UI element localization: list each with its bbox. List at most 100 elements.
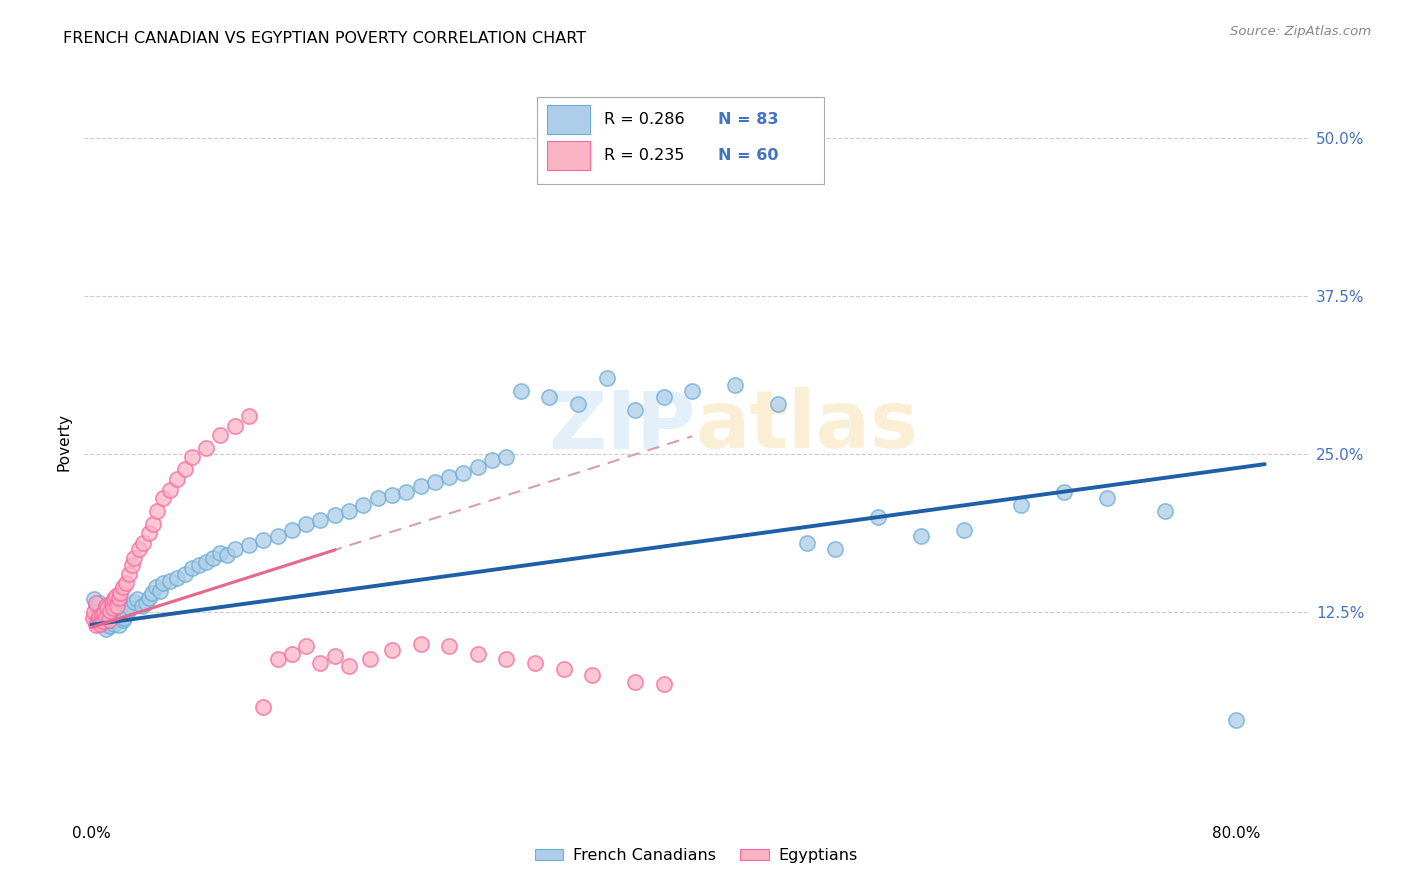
Text: N = 60: N = 60 (718, 148, 779, 163)
Point (467, 459, 489, 474)
Point (111, 613, 134, 627)
Point (166, 571, 188, 585)
Point (209, 428, 232, 442)
Point (1053, 485, 1076, 500)
Point (104, 589, 127, 603)
FancyBboxPatch shape (547, 141, 589, 170)
Point (110, 605, 132, 619)
Point (132, 535, 155, 549)
Point (238, 538, 260, 552)
Point (121, 558, 143, 573)
Point (96, 615, 118, 630)
Point (84, 596, 107, 610)
Point (1153, 504, 1175, 518)
Point (367, 491, 389, 506)
Point (138, 591, 160, 606)
Point (173, 567, 195, 582)
Point (83, 605, 105, 619)
Point (194, 441, 217, 455)
Point (481, 453, 503, 467)
Point (360, 652, 382, 666)
Point (295, 639, 318, 653)
Text: Source: ZipAtlas.com: Source: ZipAtlas.com (1230, 25, 1371, 38)
Point (180, 561, 202, 575)
Point (97, 613, 120, 627)
Point (495, 652, 517, 666)
Point (681, 384, 703, 398)
Point (82, 611, 104, 625)
Point (395, 485, 418, 500)
Text: N = 83: N = 83 (718, 112, 779, 127)
Point (98, 604, 121, 618)
Point (224, 419, 246, 434)
Point (323, 508, 346, 522)
Point (724, 377, 747, 392)
Point (423, 475, 446, 489)
Point (509, 384, 531, 398)
Point (796, 535, 818, 549)
Point (89, 605, 111, 619)
Point (159, 574, 181, 588)
Point (93, 614, 115, 628)
Point (94, 599, 117, 613)
Point (131, 599, 153, 613)
Point (187, 558, 209, 573)
Point (103, 616, 125, 631)
Point (595, 371, 617, 385)
Point (524, 656, 547, 670)
Point (84, 599, 107, 613)
Point (824, 541, 846, 556)
Point (437, 470, 460, 484)
Point (581, 668, 603, 682)
Point (194, 555, 217, 569)
Point (152, 491, 174, 506)
Point (624, 403, 647, 417)
Point (1225, 713, 1247, 727)
Point (142, 516, 165, 531)
Point (281, 647, 304, 661)
Point (90, 607, 112, 622)
Point (910, 529, 932, 543)
Point (337, 659, 360, 673)
Point (100, 595, 122, 609)
Point (115, 576, 138, 591)
Point (94, 622, 117, 636)
Point (953, 523, 976, 537)
Point (437, 639, 460, 653)
Point (117, 607, 139, 621)
Legend: French Canadians, Egyptians: French Canadians, Egyptians (529, 842, 863, 870)
Point (224, 541, 246, 556)
Point (104, 613, 127, 627)
Point (652, 390, 675, 404)
Point (141, 586, 163, 600)
Point (97, 613, 120, 627)
Point (180, 450, 202, 464)
Point (266, 652, 288, 666)
Point (252, 533, 274, 547)
Point (118, 567, 141, 582)
Point (105, 599, 128, 613)
Point (309, 656, 332, 670)
FancyBboxPatch shape (547, 105, 589, 134)
Point (159, 483, 181, 497)
Point (138, 525, 160, 540)
Point (108, 586, 131, 600)
Text: ZIP: ZIP (548, 387, 696, 466)
Point (108, 599, 131, 613)
Point (538, 390, 561, 404)
Point (87, 613, 110, 627)
Point (107, 591, 129, 606)
Point (107, 617, 129, 632)
Point (495, 450, 517, 464)
Point (409, 479, 432, 493)
Point (467, 647, 489, 661)
Point (120, 601, 142, 615)
Point (94, 617, 117, 632)
FancyBboxPatch shape (537, 96, 824, 184)
Point (409, 637, 432, 651)
Text: R = 0.286: R = 0.286 (605, 112, 685, 127)
Point (108, 601, 131, 615)
Point (295, 516, 318, 531)
Point (266, 529, 288, 543)
Point (252, 699, 274, 714)
